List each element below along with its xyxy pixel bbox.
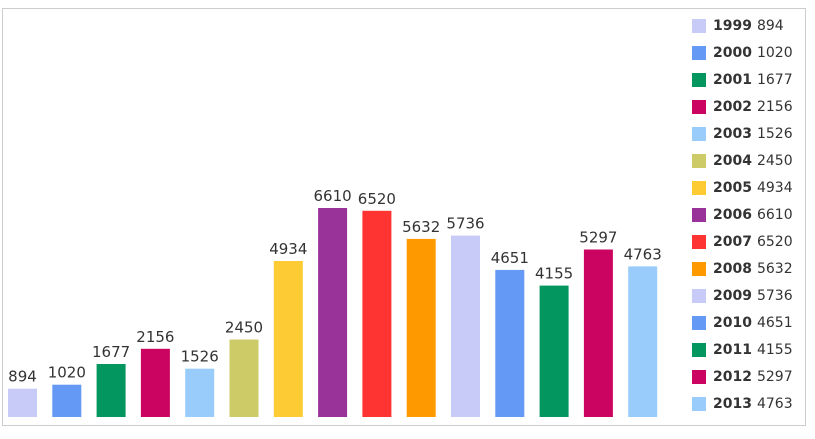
bar-label-2002: 2156: [136, 328, 174, 346]
legend-swatch: [692, 396, 706, 411]
legend-year: 2013: [713, 395, 752, 412]
bar-2002[interactable]: [140, 348, 170, 417]
legend-item-2004[interactable]: 2004 2450: [692, 147, 793, 174]
legend-swatch: [692, 234, 706, 249]
legend-swatch: [692, 45, 706, 60]
legend-item-1999[interactable]: 1999 894: [692, 12, 793, 39]
bar-label-2012: 5297: [579, 229, 617, 247]
legend-value: 1677: [756, 71, 793, 88]
legend-value: 4763: [756, 395, 793, 412]
legend-item-2003[interactable]: 2003 1526: [692, 120, 793, 147]
bar-label-2006: 6610: [314, 187, 352, 205]
legend-item-2006[interactable]: 2006 6610: [692, 201, 793, 228]
legend-year: 2002: [713, 98, 752, 115]
legend-swatch: [692, 72, 706, 87]
legend-value: 5632: [756, 260, 793, 277]
bar-label-2005: 4934: [269, 240, 307, 258]
legend-value: 5736: [756, 287, 793, 304]
bar-label-2010: 4651: [491, 249, 529, 267]
chart-frame: [2, 8, 806, 426]
bar-2001[interactable]: [96, 364, 126, 417]
bar-1999[interactable]: [8, 388, 37, 417]
legend-value: 1020: [756, 44, 793, 61]
legend-item-2010[interactable]: 2010 4651: [692, 309, 793, 336]
legend-swatch: [692, 261, 706, 276]
bar-2000[interactable]: [52, 384, 82, 417]
legend-value: 894: [756, 17, 784, 34]
legend-swatch: [692, 342, 706, 357]
legend-year: 2000: [713, 44, 752, 61]
legend-value: 1526: [756, 125, 793, 142]
bar-2005[interactable]: [273, 261, 303, 417]
legend-year: 2007: [713, 233, 752, 250]
bar-label-2001: 1677: [92, 343, 130, 361]
bar-2004[interactable]: [229, 339, 259, 418]
bar-label-2009: 5736: [446, 215, 484, 233]
bar-label-2011: 4155: [535, 265, 573, 283]
bar-label-2004: 2450: [225, 319, 263, 337]
legend-value: 4934: [756, 179, 793, 196]
legend-swatch: [692, 126, 706, 141]
legend-swatch: [692, 153, 706, 168]
legend-year: 2010: [713, 314, 752, 331]
bar-2011[interactable]: [539, 285, 569, 417]
legend-year: 2012: [713, 368, 752, 385]
bar-label-2008: 5632: [402, 218, 440, 236]
legend-item-2012[interactable]: 2012 5297: [692, 363, 793, 390]
legend-swatch: [692, 207, 706, 222]
bar-label-2013: 4763: [624, 245, 662, 263]
legend-year: 2005: [713, 179, 752, 196]
legend-swatch: [692, 99, 706, 114]
legend-value: 2156: [756, 98, 793, 115]
legend-value: 6520: [756, 233, 793, 250]
bar-2013[interactable]: [628, 266, 658, 417]
bar-chart: 894 1020 1677 2156 1526 2450 4934 6610 6520 5632 5…: [8, 187, 662, 418]
legend-item-2013[interactable]: 2013 4763: [692, 390, 793, 417]
bar-label-1999: 894: [8, 368, 37, 386]
legend-swatch: [692, 18, 706, 33]
legend-value: 2450: [756, 152, 793, 169]
legend-year: 1999: [713, 17, 752, 34]
bar-2008[interactable]: [406, 238, 436, 417]
bar-2003[interactable]: [185, 368, 215, 417]
bar-2009[interactable]: [451, 235, 480, 417]
legend-value: 4651: [756, 314, 793, 331]
legend-item-2002[interactable]: 2002 2156: [692, 93, 793, 120]
legend-year: 2011: [713, 341, 752, 358]
bar-2010[interactable]: [495, 269, 525, 417]
legend-item-2008[interactable]: 2008 5632: [692, 255, 793, 282]
legend-item-2005[interactable]: 2005 4934: [692, 174, 793, 201]
legend-swatch: [692, 180, 706, 195]
legend-value: 6610: [756, 206, 793, 223]
legend-item-2007[interactable]: 2007 6520: [692, 228, 793, 255]
legend-item-2001[interactable]: 2001 1677: [692, 66, 793, 93]
legend-value: 4155: [756, 341, 793, 358]
bar-label-2003: 1526: [181, 348, 219, 366]
legend-swatch: [692, 369, 706, 384]
legend-item-2011[interactable]: 2011 4155: [692, 336, 793, 363]
legend-item-2000[interactable]: 2000 1020: [692, 39, 793, 66]
bar-label-2000: 1020: [48, 364, 86, 382]
legend-year: 2003: [713, 125, 752, 142]
legend-year: 2008: [713, 260, 752, 277]
legend-year: 2004: [713, 152, 752, 169]
bar-label-2007: 6520: [358, 190, 396, 208]
bar-2012[interactable]: [583, 249, 613, 418]
legend-swatch: [692, 288, 706, 303]
bar-2007[interactable]: [362, 210, 392, 417]
chart-legend: 1999 894 2000 1020 2001 1677 2002 2156 2003 1526 2…: [692, 12, 793, 417]
legend-year: 2001: [713, 71, 752, 88]
legend-item-2009[interactable]: 2009 5736: [692, 282, 793, 309]
legend-value: 5297: [756, 368, 793, 385]
legend-year: 2009: [713, 287, 752, 304]
bar-2006[interactable]: [318, 208, 348, 417]
legend-year: 2006: [713, 206, 752, 223]
legend-swatch: [692, 315, 706, 330]
